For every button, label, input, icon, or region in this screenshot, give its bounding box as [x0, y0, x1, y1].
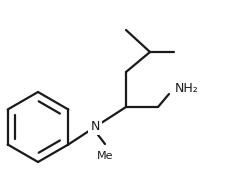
Text: Me: Me — [96, 151, 113, 161]
Text: N: N — [90, 120, 99, 134]
Text: NH₂: NH₂ — [174, 82, 198, 94]
